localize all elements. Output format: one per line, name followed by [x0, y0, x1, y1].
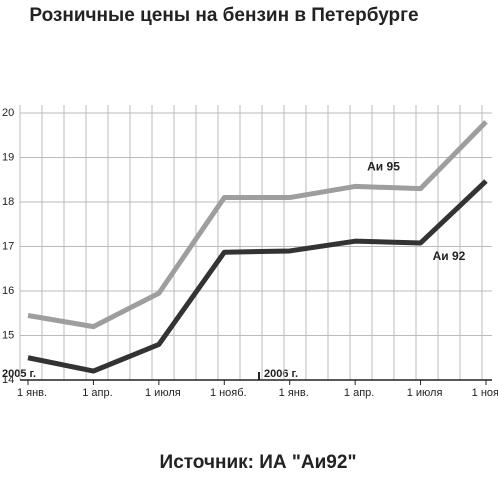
series-line	[27, 120, 488, 330]
y-tick-label: 14	[2, 374, 14, 386]
x-tick-label: 1 янв.	[17, 387, 47, 399]
x-tick-label: 1 июля	[145, 387, 181, 399]
year-label: 2005 г.	[2, 368, 36, 380]
series-label: Аи 95	[367, 160, 400, 174]
x-tick-label: 1 нояб.	[210, 387, 247, 399]
y-tick-label: 18	[2, 196, 14, 208]
x-tick-label: 1 нояб.	[472, 387, 498, 399]
series-label: Аи 92	[433, 249, 466, 263]
x-tick-label: 1 апр.	[344, 387, 374, 399]
chart-title: Розничные цены на бензин в Петербурге	[29, 5, 418, 26]
y-tick-label: 16	[2, 285, 14, 297]
y-tick-label: 17	[2, 240, 14, 252]
y-tick-label: 15	[2, 329, 14, 341]
x-tick-label: 1 июля	[407, 387, 443, 399]
x-tick-label: 1 апр.	[82, 387, 112, 399]
x-tick-label: 1 янв.	[279, 387, 309, 399]
y-tick-label: 19	[2, 151, 14, 163]
source: Источник: ИА "Аи92"	[160, 452, 357, 473]
series-line	[27, 179, 488, 374]
y-tick-label: 20	[2, 107, 14, 119]
year-label: 2006 г.	[264, 368, 298, 380]
